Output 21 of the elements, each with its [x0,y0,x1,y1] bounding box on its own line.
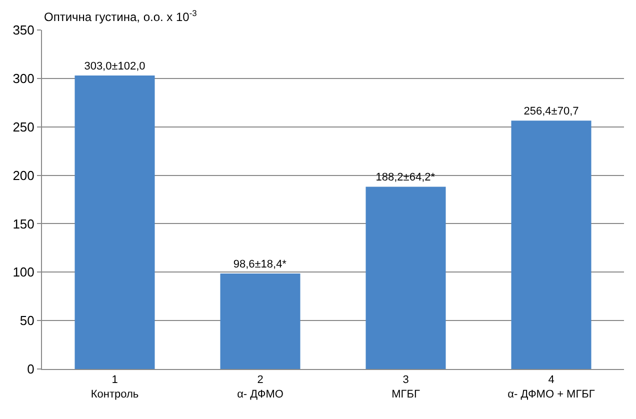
data-label: 303,0±102,0 [84,60,146,73]
y-axis-title: Оптична густина, о.о. x 10$^{-3}$ [44,8,198,24]
data-label: 256,4±70,7 [524,106,579,118]
data-label: 98,6±18,4* [233,258,288,270]
y-tick-label: 250 [12,119,34,134]
x-tick-label: 4 α- ДФМО + МГБГ [508,374,595,400]
x-tick-label: 3 МГБГ [392,374,420,400]
bar [74,76,155,369]
y-tick-label: 200 [12,168,34,183]
x-tick-label: 2 α- ДФМО [237,374,284,400]
y-tick-label: 150 [12,216,34,232]
y-tick-label: 0 [27,362,34,377]
y-tick-label: 350 [12,22,34,38]
y-tick-label: 300 [12,70,34,86]
bar [220,274,300,369]
bar [511,120,592,369]
y-tick-label: 50 [20,313,34,328]
data-label: 188,2±64,2* [376,172,436,184]
x-tick-label: 1 Контроль [90,374,139,400]
y-tick-label: 100 [12,264,34,280]
bar [366,186,446,369]
